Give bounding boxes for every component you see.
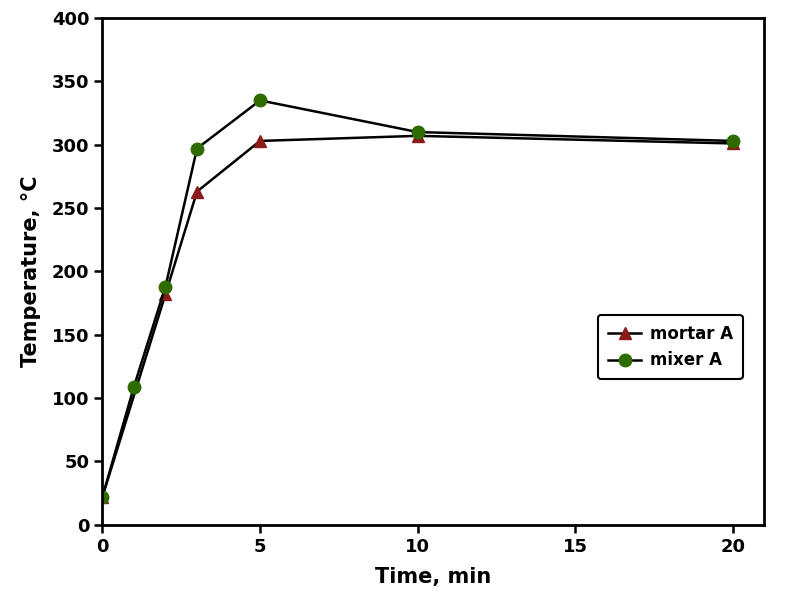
mortar A <box>161 291 170 298</box>
mixer A <box>161 283 170 290</box>
mixer A <box>413 128 422 136</box>
mixer A <box>255 97 265 104</box>
mixer A <box>129 383 139 390</box>
mortar A <box>413 132 422 139</box>
Y-axis label: Temperature, °C: Temperature, °C <box>20 175 41 367</box>
mixer A <box>98 493 107 500</box>
Line: mixer A: mixer A <box>96 94 739 503</box>
mortar A <box>255 137 265 145</box>
mortar A <box>728 140 738 147</box>
X-axis label: Time, min: Time, min <box>375 567 492 587</box>
mortar A <box>192 188 202 195</box>
mixer A <box>192 145 202 152</box>
Line: mortar A: mortar A <box>96 130 739 503</box>
mixer A <box>728 137 738 145</box>
mortar A <box>98 493 107 500</box>
Legend: mortar A, mixer A: mortar A, mixer A <box>598 315 743 379</box>
